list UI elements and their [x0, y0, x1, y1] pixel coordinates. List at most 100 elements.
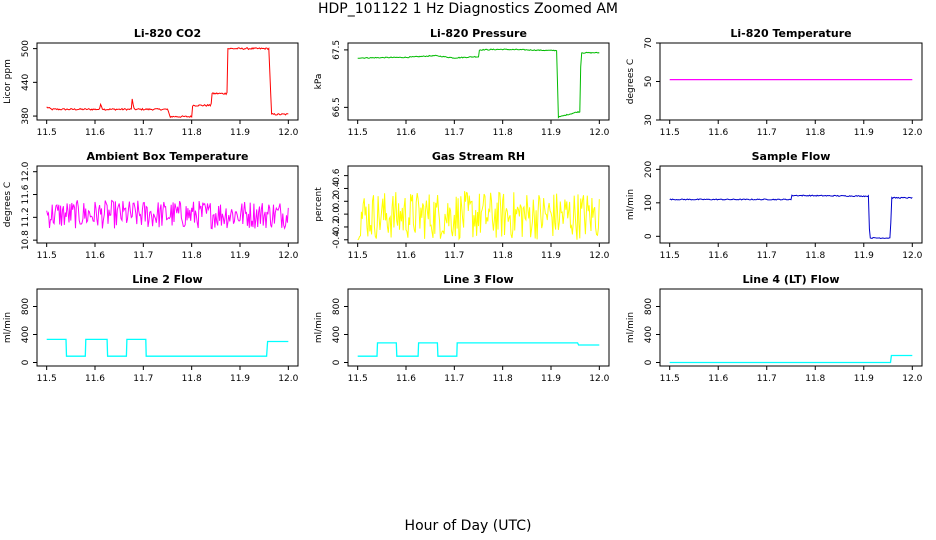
panel-8: Line 4 (LT) Flow ml/min 11.5 11.6 11.7 11.8 11…: [626, 273, 923, 384]
x-tick-label: 11.9: [230, 374, 250, 384]
x-tick-label: 11.5: [660, 251, 680, 261]
y-axis-label: degrees C: [3, 182, 13, 227]
x-tick-label: 11.7: [757, 251, 777, 261]
x-tick-label: 11.5: [660, 128, 680, 138]
x-tick-label: 11.7: [133, 128, 153, 138]
plot-frame: [347, 165, 610, 244]
series-line: [46, 199, 289, 230]
y-tick-label: 11.6: [21, 184, 31, 204]
x-tick-label: 11.5: [348, 374, 368, 384]
panel-title: Line 2 Flow: [132, 273, 202, 286]
panel-4: Gas Stream RH percent 11.5 11.6 11.7 11.8 11.9…: [314, 150, 610, 261]
x-tick-label: 11.9: [854, 251, 874, 261]
y-tick-label: 800: [332, 298, 342, 315]
x-tick-label: 11.7: [444, 128, 464, 138]
y-tick-label: -0.4: [332, 231, 342, 249]
series-line: [46, 47, 289, 119]
y-tick-label: 800: [21, 298, 31, 315]
x-tick-label: 11.5: [37, 128, 57, 138]
x-tick-label: 11.6: [85, 374, 105, 384]
y-tick-label: 30: [644, 114, 654, 126]
x-tick-label: 11.6: [708, 374, 728, 384]
x-tick-label: 11.9: [854, 374, 874, 384]
y-axis-label: Licor ppm: [3, 59, 13, 104]
x-tick-label: 12.0: [902, 251, 922, 261]
y-tick-label: -0.2: [332, 218, 342, 236]
x-tick-label: 11.8: [182, 128, 202, 138]
plot-frame: [36, 165, 299, 244]
x-tick-label: 11.7: [133, 374, 153, 384]
panel-5: Sample Flow ml/min 11.5 11.6 11.7 11.8 11.9 12.…: [626, 150, 923, 261]
panel-3: Ambient Box Temperature degrees C 11.5 11.6…: [3, 150, 299, 261]
panel-title: Line 4 (LT) Flow: [743, 273, 840, 286]
x-tick-label: 11.6: [85, 128, 105, 138]
y-tick-label: 200: [644, 160, 654, 177]
panel-6: Line 2 Flow ml/min 11.5 11.6 11.7 11.8 11.9 12.…: [3, 273, 299, 384]
x-tick-label: 11.8: [805, 128, 825, 138]
y-tick-label: 0: [332, 359, 342, 365]
y-tick-label: 400: [21, 326, 31, 343]
panel-title: Li-820 Temperature: [730, 27, 851, 40]
panel-1: Li-820 Pressure kPa 11.5 11.6 11.7 11.8 11.9 12…: [314, 27, 610, 138]
x-tick-label: 11.8: [182, 251, 202, 261]
plot-frame: [347, 288, 610, 367]
panel-title: Li-820 Pressure: [430, 27, 527, 40]
series-line: [46, 338, 289, 357]
y-tick-label: 66.5: [332, 97, 342, 117]
plot-frame: [659, 288, 923, 367]
y-tick-label: 800: [644, 298, 654, 315]
x-tick-label: 12.0: [589, 251, 609, 261]
plot-frame: [659, 165, 923, 244]
series-line: [357, 191, 600, 241]
figure-title: HDP_101122 1 Hz Diagnostics Zoomed AM: [318, 1, 618, 17]
y-tick-label: 70: [644, 37, 654, 49]
x-tick-label: 11.6: [396, 128, 416, 138]
panel-title: Gas Stream RH: [432, 150, 525, 163]
y-tick-label: 0: [21, 359, 31, 365]
series-line: [357, 48, 600, 119]
x-tick-label: 11.8: [182, 374, 202, 384]
y-tick-label: 380: [21, 107, 31, 124]
y-axis-label: ml/min: [314, 312, 324, 343]
x-tick-label: 11.5: [37, 374, 57, 384]
x-tick-label: 11.5: [348, 128, 368, 138]
y-tick-label: 500: [21, 40, 31, 57]
x-tick-label: 11.8: [493, 374, 513, 384]
y-axis-label: ml/min: [3, 312, 13, 343]
y-tick-label: 400: [644, 326, 654, 343]
series-line: [669, 194, 913, 240]
x-tick-label: 11.6: [396, 251, 416, 261]
y-tick-label: 0: [644, 359, 654, 365]
x-tick-label: 11.5: [660, 374, 680, 384]
x-tick-label: 11.8: [805, 251, 825, 261]
plot-frame: [659, 42, 923, 121]
y-tick-label: 50: [644, 76, 654, 88]
x-tick-label: 12.0: [589, 374, 609, 384]
plot-frame: [36, 42, 299, 121]
panel-7: Line 3 Flow ml/min 11.5 11.6 11.7 11.8 11.9 12.…: [314, 273, 610, 384]
panel-2: Li-820 Temperature degrees C 11.5 11.6 11.7 1…: [626, 27, 923, 138]
y-axis-label: percent: [314, 187, 324, 222]
y-axis-label: ml/min: [626, 189, 636, 220]
x-tick-label: 11.6: [708, 128, 728, 138]
y-tick-label: 0.4: [332, 181, 342, 196]
y-tick-label: 400: [332, 326, 342, 343]
y-tick-label: 11.2: [21, 207, 31, 227]
x-tick-label: 11.6: [708, 251, 728, 261]
panel-title: Line 3 Flow: [443, 273, 513, 286]
x-tick-label: 12.0: [902, 128, 922, 138]
x-tick-label: 11.5: [348, 251, 368, 261]
x-tick-label: 12.0: [589, 128, 609, 138]
x-tick-label: 11.8: [805, 374, 825, 384]
x-tick-label: 11.9: [230, 128, 250, 138]
panel-title: Sample Flow: [752, 150, 831, 163]
x-tick-label: 11.7: [757, 374, 777, 384]
y-tick-label: 67.5: [332, 40, 342, 60]
y-tick-label: 0: [644, 233, 654, 239]
figure-xlabel: Hour of Day (UTC): [404, 518, 532, 534]
y-axis-label: degrees C: [626, 59, 636, 104]
x-tick-label: 12.0: [278, 374, 298, 384]
series-line: [357, 342, 600, 357]
x-tick-label: 11.7: [444, 251, 464, 261]
y-axis-label: ml/min: [626, 312, 636, 343]
